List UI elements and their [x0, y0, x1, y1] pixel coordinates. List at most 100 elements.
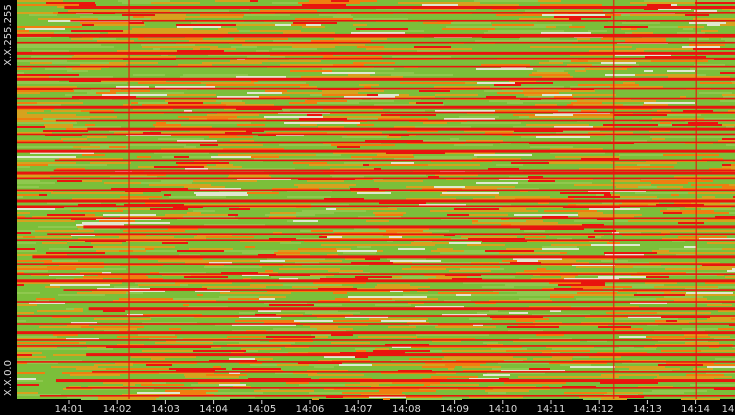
heatmap-cell-run — [469, 214, 508, 216]
heatmap-cell-run — [577, 100, 621, 102]
heatmap-cell-run — [616, 230, 675, 232]
heatmap-cell-run — [345, 384, 379, 386]
heatmap-cell-run — [156, 398, 165, 400]
heatmap-cell-run — [568, 204, 576, 206]
heatmap-cell-run — [29, 14, 57, 16]
heatmap-cell-run — [417, 50, 440, 52]
heatmap-cell-run — [320, 264, 369, 266]
heatmap-cell-run — [489, 100, 537, 102]
heatmap-cell-run — [621, 28, 631, 30]
heatmap-cell-run — [319, 378, 372, 380]
heatmap-cell-run — [245, 84, 309, 86]
heatmap-cell-run — [78, 228, 120, 230]
heatmap-cell-run — [670, 220, 725, 222]
heatmap-cell-run — [572, 264, 615, 266]
heatmap-cell-run — [58, 294, 105, 296]
heatmap-cell-run — [644, 346, 657, 348]
heatmap-cell-run — [381, 244, 435, 246]
heatmap-cell-run — [449, 270, 491, 272]
heatmap-cell-run — [87, 136, 107, 138]
heatmap-cell-run — [277, 364, 309, 366]
heatmap-cell-run — [364, 316, 388, 318]
heatmap-cell-run — [111, 188, 175, 190]
heatmap-cell-run — [336, 208, 397, 210]
heatmap-cell-run — [657, 376, 703, 378]
heatmap-cell-run — [375, 288, 418, 290]
heatmap-cell-run — [501, 370, 565, 372]
heatmap-cell-run — [39, 326, 81, 328]
heatmap-cell-run — [590, 306, 639, 308]
heatmap-cell-run — [162, 274, 191, 276]
heatmap-cell-run — [516, 320, 535, 322]
heatmap-cell-run — [715, 358, 735, 360]
heatmap-cell-run — [159, 372, 214, 374]
heatmap-cell-run — [161, 180, 193, 182]
heatmap-cell-run — [138, 284, 180, 286]
y-axis: X.X.255.255 X.X.0.0 — [3, 4, 14, 396]
heatmap-cell-run — [137, 392, 180, 394]
heatmap-cell-run — [235, 320, 294, 322]
heatmap-cell-run — [264, 116, 323, 118]
heatmap-cell-run — [42, 242, 67, 244]
heatmap-cell-run — [289, 102, 317, 104]
heatmap-cell-run — [332, 360, 370, 362]
heatmap-cell-run — [35, 236, 55, 238]
heatmap-cell-run — [65, 94, 102, 96]
heatmap-cell-run — [707, 366, 735, 368]
heatmap-cell-run — [141, 44, 163, 46]
heatmap-cell-run — [122, 278, 163, 280]
heatmap-cell-run — [81, 110, 114, 112]
heatmap-cell-run — [497, 92, 559, 94]
heatmap-cell-run — [80, 16, 133, 18]
heatmap-cell-run — [554, 126, 593, 128]
heatmap-cell-run — [709, 168, 731, 170]
heatmap-cell-run — [359, 84, 379, 86]
heatmap-cell-run — [425, 238, 451, 240]
heatmap-cell-run — [517, 260, 538, 262]
heatmap-cell-run — [473, 198, 515, 200]
heatmap-cell-run — [375, 214, 403, 216]
heatmap-cell-run — [634, 294, 685, 296]
heatmap-cell-run — [189, 248, 233, 250]
hot-address-row — [17, 361, 735, 363]
heatmap-cell-run — [135, 282, 175, 284]
heatmap-cell-run — [59, 282, 122, 284]
heatmap-cell-run — [200, 188, 241, 190]
heatmap-cell-run — [312, 314, 353, 316]
heatmap-cell-run — [183, 304, 189, 306]
heatmap-cell-run — [17, 338, 66, 340]
heatmap-cell-run — [495, 110, 558, 112]
heatmap-cell-run — [195, 290, 230, 292]
heatmap-cell-run — [206, 374, 247, 376]
hot-address-row — [57, 11, 735, 14]
heatmap-cell-run — [258, 310, 281, 312]
heatmap-cell-run — [310, 326, 338, 328]
heatmap-cell-run — [291, 24, 306, 26]
heatmap-cell-run — [247, 192, 279, 194]
heatmap-cell-run — [686, 292, 733, 294]
heatmap-cell-run — [645, 56, 706, 58]
heatmap-cell-run — [357, 246, 371, 248]
heatmap-cell-run — [123, 104, 131, 106]
heatmap-cell-run — [298, 2, 327, 4]
heatmap-cell-run — [353, 24, 367, 26]
heatmap-cell-run — [723, 338, 735, 340]
heatmap-cell-run — [564, 278, 619, 280]
heatmap-cell-run — [194, 236, 206, 238]
heatmap-cell-run — [392, 56, 451, 58]
heatmap-cell-run — [184, 276, 228, 278]
hot-address-row — [17, 205, 735, 208]
heatmap-cell-run — [697, 74, 706, 76]
heatmap-cell-run — [35, 230, 94, 232]
heatmap-cell-run — [316, 154, 341, 156]
heatmap-cell-run — [394, 158, 414, 160]
heatmap-cell-run — [580, 272, 637, 274]
heatmap-cell-run — [193, 388, 230, 390]
heatmap-cell-run — [17, 216, 25, 218]
heatmap-cell-run — [279, 278, 298, 280]
heatmap-cell-run — [472, 222, 501, 224]
heatmap-cell-run — [701, 208, 717, 210]
heatmap-cell-run — [149, 184, 211, 186]
heatmap-cell-run — [218, 154, 264, 156]
heatmap-cell-run — [47, 202, 101, 204]
